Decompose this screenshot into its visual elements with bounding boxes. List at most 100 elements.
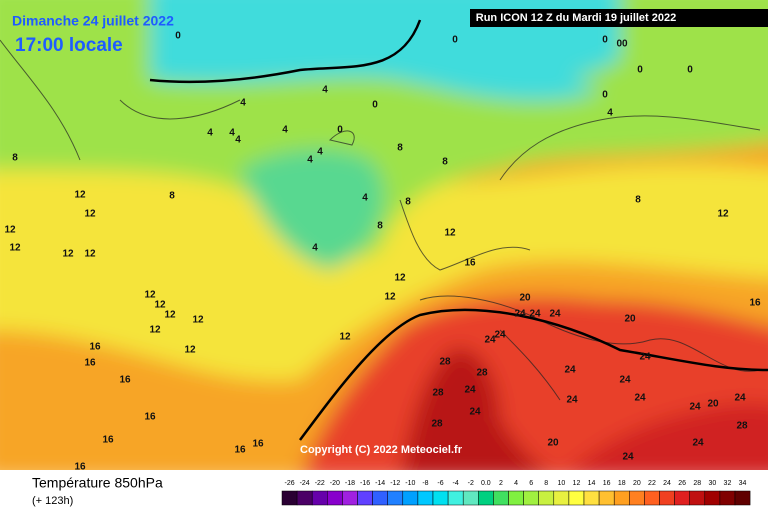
contour-label: 0: [602, 90, 608, 101]
colorbar-swatch: [432, 490, 449, 506]
colorbar-label: -20: [330, 480, 340, 487]
contour-label: 0: [637, 65, 643, 76]
temperature-field: [0, 0, 768, 480]
colorbar-label: 16: [603, 480, 611, 487]
colorbar-swatch: [704, 490, 721, 506]
contour-label: 24: [734, 393, 746, 404]
contour-label: 12: [84, 209, 96, 220]
copyright: Copyright (C) 2022 Meteociel.fr: [300, 444, 463, 456]
contour-label: 0: [372, 100, 378, 111]
contour-label: 28: [736, 421, 748, 432]
contour-label: 4: [312, 243, 318, 254]
contour-label: 8: [377, 221, 383, 232]
boundary-lines: [149, 19, 768, 441]
footer-lead: (+ 123h): [32, 495, 73, 507]
contour-label: 8: [405, 197, 411, 208]
colorbar-label: 8: [544, 480, 548, 487]
colorbar-swatch: [734, 490, 751, 506]
colorbar-swatch: [644, 490, 660, 506]
run-label: Run ICON 12 Z du Mardi 19 juillet 2022: [476, 12, 677, 24]
colorbar-swatch: [568, 490, 585, 506]
contour-label: 24: [484, 335, 496, 346]
contour-label: 28: [431, 419, 443, 430]
contour-label: 24: [469, 407, 481, 418]
colorbar-swatch: [327, 490, 343, 506]
colorbar-label: -8: [422, 480, 428, 487]
contour-label: 28: [439, 357, 451, 368]
contour-label: 24: [549, 309, 561, 320]
colorbar-swatch: [629, 490, 645, 506]
colorbar-swatch: [659, 490, 675, 506]
colorbar-swatch: [508, 490, 524, 506]
contour-label: 24: [639, 352, 651, 363]
contour-label: 12: [84, 249, 96, 260]
contour-label: 0: [602, 35, 608, 46]
colorbar-swatch: [417, 490, 434, 506]
colorbar-swatch: [538, 490, 555, 506]
contour-label: 12: [154, 300, 166, 311]
contour-label: 8: [12, 153, 18, 164]
contour-label: 24: [619, 375, 631, 386]
colorbar-label: 30: [708, 480, 716, 487]
colorbar-swatch: [311, 490, 328, 506]
contour-label: 4: [307, 155, 313, 166]
contour-label: 12: [62, 249, 74, 260]
contour-label: 16: [234, 445, 246, 456]
colorbar-swatch: [447, 490, 464, 506]
contour-label: 12: [149, 325, 161, 336]
contour-label: 16: [102, 435, 114, 446]
colorbar-swatch: [613, 490, 630, 506]
colorbar-label: 28: [693, 480, 701, 487]
colorbar-label: -16: [360, 480, 370, 487]
contour-label: 12: [9, 243, 21, 254]
contour-label: 24: [566, 395, 578, 406]
colorbar-swatch: [674, 490, 690, 506]
contour-label: 28: [432, 388, 444, 399]
colorbar-swatch: [342, 490, 358, 506]
contour-label: 24: [692, 438, 704, 449]
colorbar-label: 6: [529, 480, 533, 487]
colorbar-swatch: [402, 490, 419, 506]
contour-label: 4: [229, 128, 235, 139]
contour-label: 20: [707, 399, 719, 410]
contour-label: 20: [519, 293, 531, 304]
colorbar-swatch: [583, 490, 600, 506]
colorbar-label: 10: [557, 480, 565, 487]
contour-label: 24: [689, 402, 701, 413]
colorbar-swatch: [478, 490, 494, 506]
contour-label: 24: [634, 393, 646, 404]
contour-label: 20: [547, 438, 559, 449]
colorbar-label: -24: [300, 480, 310, 487]
contour-label: 24: [622, 452, 634, 463]
colorbar-swatch: [372, 490, 388, 506]
colorbar-label: 32: [724, 480, 732, 487]
contour-label: 4: [607, 108, 613, 119]
contour-label: 12: [394, 273, 406, 284]
colorbar-label: 22: [648, 480, 656, 487]
contour-label: 12: [717, 209, 729, 220]
colorbar-swatch: [553, 490, 570, 506]
colorbar-swatch: [493, 490, 509, 506]
contour-label: 20: [624, 314, 636, 325]
colorbar-swatch: [357, 490, 373, 506]
contour-label: 0: [175, 31, 181, 42]
colorbar-label: 14: [588, 480, 596, 487]
colorbar-swatch: [719, 490, 736, 506]
contour-label: 24: [514, 309, 526, 320]
contour-label: 8: [169, 191, 175, 202]
contour-label: 16: [119, 375, 131, 386]
contour-label: 12: [144, 290, 156, 301]
contour-label: 24: [564, 365, 576, 376]
contour-label: 16: [252, 439, 264, 450]
colorbar-swatch: [598, 490, 615, 506]
colorbar-label: -2: [468, 480, 474, 487]
colorbar-label: -22: [315, 480, 325, 487]
contour-label: 12: [192, 315, 204, 326]
colorbar-label: -10: [405, 480, 415, 487]
colorbar-label: -18: [345, 480, 355, 487]
colorbar-label: 26: [678, 480, 686, 487]
contour-label: 12: [4, 225, 16, 236]
contour-label: 16: [74, 462, 86, 473]
contour-label: 12: [74, 190, 86, 201]
contour-label: 4: [282, 125, 288, 136]
